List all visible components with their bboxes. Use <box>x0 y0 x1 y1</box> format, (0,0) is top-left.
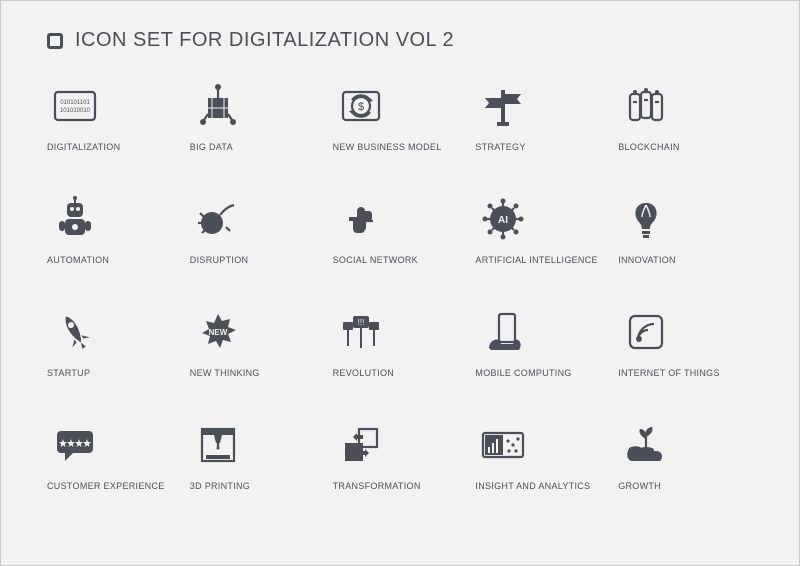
icon-cell-big-data: BIG DATA <box>190 78 325 179</box>
icon-label: ARTIFICIAL INTELLIGENCE <box>475 255 597 265</box>
new-thinking-icon: NEW <box>190 304 246 360</box>
page-title: ICON SET FOR DIGITALIZATION VOL 2 <box>75 29 454 52</box>
icon-label: NEW THINKING <box>190 368 260 378</box>
icon-cell-blockchain: BLOCKCHAIN <box>618 78 753 179</box>
icon-cell-digitalization: 010101101 101010010 DIGITALIZATION <box>47 78 182 179</box>
icon-cell-innovation: INNOVATION <box>618 191 753 292</box>
3d-printing-icon <box>190 417 246 473</box>
icon-label: DIGITALIZATION <box>47 142 120 152</box>
icon-cell-artificial-intelligence: AI ARTIFICIAL INTELLIGENCE <box>475 191 610 292</box>
customer-experience-icon <box>47 417 103 473</box>
icon-cell-startup: STARTUP <box>47 304 182 405</box>
digitalization-icon: 010101101 101010010 <box>47 78 103 134</box>
blockchain-icon <box>618 78 674 134</box>
icon-cell-disruption: DISRUPTION <box>190 191 325 292</box>
title-bullet-icon <box>47 33 63 49</box>
svg-text:NEW: NEW <box>208 328 227 337</box>
icon-label: INSIGHT AND ANALYTICS <box>475 481 590 491</box>
icon-cell-new-thinking: NEW NEW THINKING <box>190 304 325 405</box>
icon-cell-customer-experience: CUSTOMER EXPERIENCE <box>47 417 182 518</box>
icon-label: SOCIAL NETWORK <box>333 255 418 265</box>
icon-label: AUTOMATION <box>47 255 109 265</box>
icon-cell-growth: GROWTH <box>618 417 753 518</box>
icon-cell-new-business-model: $ NEW BUSINESS MODEL <box>333 78 468 179</box>
icon-cell-internet-of-things: INTERNET OF THINGS <box>618 304 753 405</box>
icon-grid: 010101101 101010010 DIGITALIZATION <box>47 78 753 518</box>
icon-label: REVOLUTION <box>333 368 395 378</box>
social-network-icon <box>333 191 389 247</box>
icon-label: BLOCKCHAIN <box>618 142 680 152</box>
icon-label: STRATEGY <box>475 142 525 152</box>
icon-set-page: ICON SET FOR DIGITALIZATION VOL 2 010101… <box>0 0 800 566</box>
big-data-icon <box>190 78 246 134</box>
svg-text:!!!: !!! <box>357 318 364 327</box>
icon-label: INTERNET OF THINGS <box>618 368 720 378</box>
startup-icon <box>47 304 103 360</box>
revolution-icon: !!! <box>333 304 389 360</box>
icon-label: MOBILE COMPUTING <box>475 368 571 378</box>
icon-label: DISRUPTION <box>190 255 249 265</box>
growth-icon <box>618 417 674 473</box>
insight-and-analytics-icon <box>475 417 531 473</box>
icon-cell-mobile-computing: MOBILE COMPUTING <box>475 304 610 405</box>
svg-text:$: $ <box>358 101 364 113</box>
icon-cell-transformation: TRANSFORMATION <box>333 417 468 518</box>
mobile-computing-icon <box>475 304 531 360</box>
icon-label: TRANSFORMATION <box>333 481 421 491</box>
strategy-icon <box>475 78 531 134</box>
svg-text:101010010: 101010010 <box>60 108 91 114</box>
icon-label: CUSTOMER EXPERIENCE <box>47 481 165 491</box>
transformation-icon <box>333 417 389 473</box>
icon-cell-automation: AUTOMATION <box>47 191 182 292</box>
svg-text:010101101: 010101101 <box>60 100 90 106</box>
disruption-icon <box>190 191 246 247</box>
icon-cell-strategy: STRATEGY <box>475 78 610 179</box>
icon-cell-revolution: !!! REVOLUTION <box>333 304 468 405</box>
icon-cell-3d-printing: 3D PRINTING <box>190 417 325 518</box>
icon-label: STARTUP <box>47 368 90 378</box>
artificial-intelligence-icon: AI <box>475 191 531 247</box>
icon-label: GROWTH <box>618 481 661 491</box>
internet-of-things-icon <box>618 304 674 360</box>
automation-icon <box>47 191 103 247</box>
icon-cell-social-network: SOCIAL NETWORK <box>333 191 468 292</box>
new-business-model-icon: $ <box>333 78 389 134</box>
icon-label: BIG DATA <box>190 142 233 152</box>
icon-label: INNOVATION <box>618 255 676 265</box>
title-row: ICON SET FOR DIGITALIZATION VOL 2 <box>47 29 753 52</box>
icon-label: NEW BUSINESS MODEL <box>333 142 442 152</box>
innovation-icon <box>618 191 674 247</box>
icon-label: 3D PRINTING <box>190 481 250 491</box>
icon-cell-insight-and-analytics: INSIGHT AND ANALYTICS <box>475 417 610 518</box>
svg-text:AI: AI <box>498 215 508 226</box>
